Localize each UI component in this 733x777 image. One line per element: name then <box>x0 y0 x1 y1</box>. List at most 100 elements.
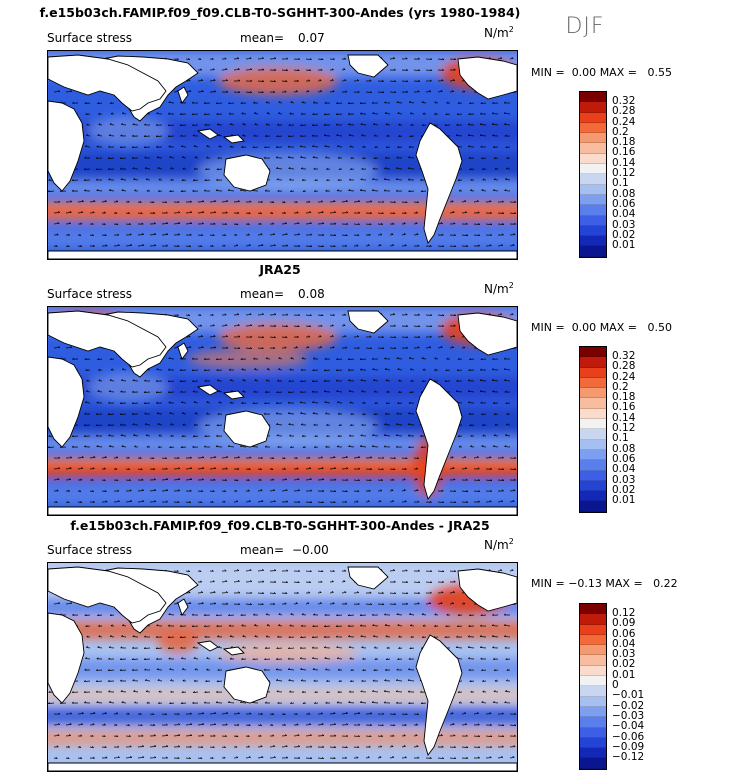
colorbar-tick-label: 0.1 <box>612 432 629 445</box>
stress-map <box>48 307 517 515</box>
colorbar-swatch <box>580 491 606 502</box>
colorbar-tick-label: 0.08 <box>612 442 636 455</box>
colorbar-swatch <box>580 645 606 656</box>
colorbar-tick-label: 0.04 <box>612 463 636 476</box>
panel-title: f.e15b03ch.FAMIP.f09_f09.CLB-T0-SGHHT-30… <box>70 518 490 533</box>
colorbar-swatch <box>580 367 606 378</box>
colorbar-swatch <box>580 388 606 399</box>
colorbar-tick-label: 0.24 <box>612 370 636 383</box>
colorbar-swatch <box>580 614 606 625</box>
colorbar-tick-label: 0.04 <box>612 637 636 650</box>
colorbar-tick-label: 0.14 <box>612 156 636 169</box>
colorbar-swatch <box>580 676 606 687</box>
colorbar-swatch <box>580 347 606 358</box>
colorbar-tick-label: 0.03 <box>612 648 636 661</box>
colorbar-swatch <box>580 439 606 450</box>
colorbar-tick-label: 0.08 <box>612 187 636 200</box>
colorbar-swatch <box>580 205 606 216</box>
colorbar-swatch <box>580 634 606 646</box>
colorbar-swatch <box>580 92 606 103</box>
colorbar-swatch <box>580 143 606 154</box>
colorbar-swatch <box>580 624 606 635</box>
colorbar-tick-label: 0.16 <box>612 146 636 159</box>
mean-label: mean= <box>240 31 285 45</box>
field-label: Surface stress <box>47 31 133 45</box>
map-panel-model <box>47 50 518 260</box>
colorbar-swatch <box>580 102 606 113</box>
map-panel-difference <box>47 562 518 772</box>
colorbar-swatch <box>580 470 606 481</box>
colorbar-tick-label: 0.12 <box>612 167 636 180</box>
colorbar-swatch <box>580 419 606 430</box>
colorbar-tick-label: 0.03 <box>612 218 636 231</box>
colorbar-swatch <box>580 655 606 666</box>
unit-label: N/m2 <box>484 25 514 40</box>
colorbar-tick-label: 0.03 <box>612 473 636 486</box>
colorbar-swatch <box>580 408 606 420</box>
colorbar-tick-label: −0.09 <box>612 740 645 753</box>
colorbar-swatch <box>580 122 606 134</box>
colorbar-swatch <box>580 706 606 718</box>
colorbar-tick-label: 0.06 <box>612 197 636 210</box>
colorbar-swatch <box>580 737 606 749</box>
colorbar <box>579 603 607 770</box>
colorbar-tick-label: 0.01 <box>612 668 636 681</box>
panel-title: JRA25 <box>259 262 301 277</box>
colorbar-swatch <box>580 758 606 769</box>
colorbar-tick-label: 0.12 <box>612 607 636 619</box>
colorbar-tick-label: 0.12 <box>612 422 636 435</box>
map-panel-reference <box>47 306 518 516</box>
colorbar-swatch <box>580 164 606 175</box>
colorbar-tick-label: 0.24 <box>612 115 636 128</box>
colorbar-tick-label: 0.28 <box>612 360 636 373</box>
unit-label: N/m2 <box>484 281 514 296</box>
colorbar-swatch <box>580 604 606 615</box>
colorbar-swatch <box>580 717 606 728</box>
stress-map <box>48 563 517 771</box>
colorbar-tick-label: 0.02 <box>612 228 636 241</box>
season-label: DJF <box>565 14 605 39</box>
unit-label: N/m2 <box>484 537 514 552</box>
colorbar-tick-label: 0.32 <box>612 350 636 362</box>
colorbar-tick-label: 0.18 <box>612 136 636 149</box>
colorbar-swatch <box>580 377 606 389</box>
colorbar-tick-label: 0.16 <box>612 401 636 414</box>
colorbar-tick-label: 0.02 <box>612 483 636 496</box>
panel-title: f.e15b03ch.FAMIP.f09_f09.CLB-T0-SGHHT-30… <box>39 5 521 20</box>
colorbar-swatch <box>580 112 606 123</box>
mean-value: −0.00 <box>292 543 329 557</box>
colorbar-labels: 0.32 0.28 0.24 0.2 0.18 0.16 0.14 0.12 0.1 0.08 0.… <box>612 350 636 507</box>
colorbar-swatch <box>580 727 606 738</box>
colorbar-tick-label: 0.32 <box>612 95 636 107</box>
mean-value: 0.07 <box>298 31 325 45</box>
colorbar-tick-label: 0.06 <box>612 452 636 465</box>
colorbar-labels: 0.12 0.09 0.06 0.04 0.03 0.02 0.01 0 −0.01 −0.02−… <box>612 607 645 764</box>
colorbar-swatch <box>580 429 606 440</box>
colorbar-swatch <box>580 398 606 409</box>
min-max-readout: MIN = −0.13 MAX = 0.22 <box>531 577 678 590</box>
colorbar-tick-label: −0.12 <box>612 751 645 764</box>
colorbar-swatch <box>580 501 606 512</box>
mean-label: mean= <box>240 543 285 557</box>
field-label: Surface stress <box>47 543 133 557</box>
colorbar-tick-label: 0.1 <box>612 177 629 190</box>
colorbar-tick-label: 0.02 <box>612 658 636 671</box>
colorbar-tick-label: −0.01 <box>612 689 645 702</box>
colorbar-tick-label: 0.2 <box>612 380 629 393</box>
colorbar-swatch <box>580 225 606 237</box>
field-label: Surface stress <box>47 287 133 301</box>
colorbar-tick-label: −0.02 <box>612 699 645 712</box>
colorbar-tick-label: 0 <box>612 679 619 692</box>
colorbar-swatch <box>580 246 606 257</box>
colorbar-labels: 0.32 0.28 0.24 0.2 0.18 0.16 0.14 0.12 0.1 0.08 0.… <box>612 95 636 252</box>
colorbar-swatch <box>580 357 606 368</box>
colorbar-swatch <box>580 686 606 697</box>
colorbar <box>579 346 607 513</box>
colorbar-swatch <box>580 133 606 144</box>
mean-label: mean= <box>240 287 285 301</box>
colorbar-tick-label: −0.06 <box>612 730 645 743</box>
colorbar-tick-label: 0.01 <box>612 239 636 252</box>
colorbar-tick-label: 0.01 <box>612 494 636 507</box>
colorbar-swatch <box>580 174 606 185</box>
stress-map <box>48 51 517 259</box>
